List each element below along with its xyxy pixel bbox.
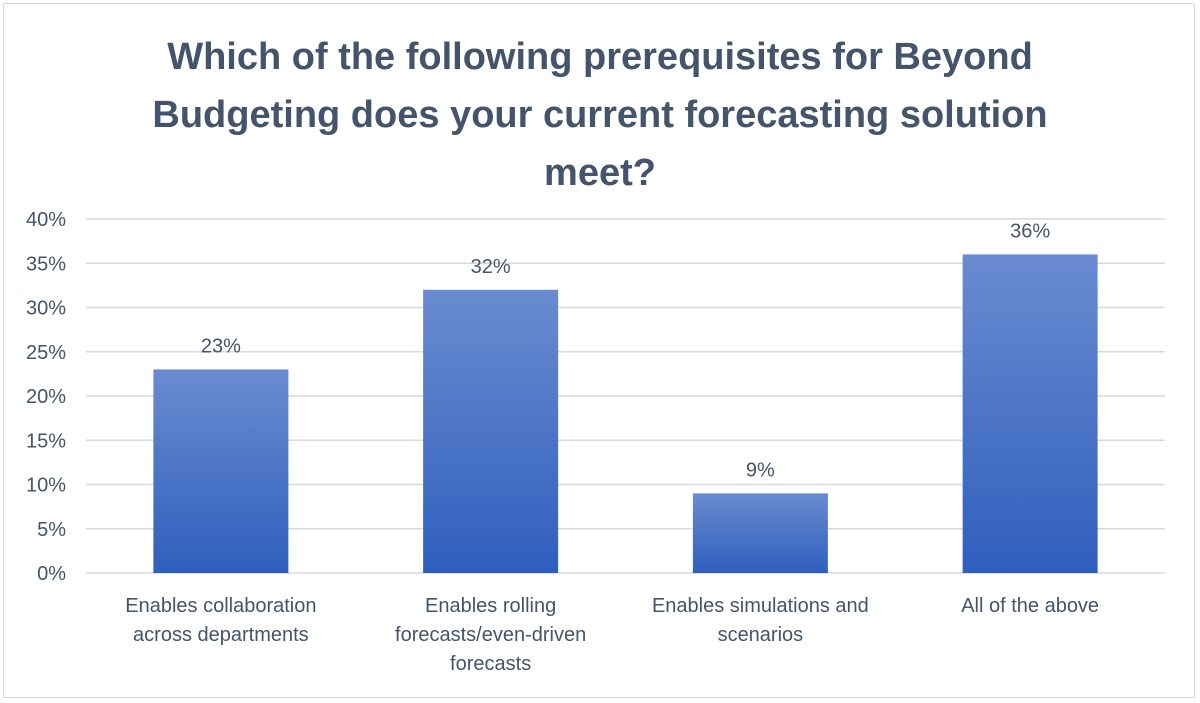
y-tick-label: 0% [37,563,66,585]
y-tick-label: 35% [26,253,66,275]
bar [962,254,1098,573]
y-axis-ticks: 0% 5% 10% 15% 20% 25% 30% 35% 40% [26,209,66,585]
data-labels: 23% 32% 9% 36% [201,220,1050,481]
bar [692,493,828,573]
x-axis-label: Enables collaboration across departments [125,595,316,646]
y-tick-label: 5% [37,519,66,541]
x-axis-label: Enables simulations and scenarios [652,595,869,646]
data-label: 32% [471,256,511,278]
data-label: 9% [746,459,775,481]
x-axis-labels: Enables collaboration across departments E… [125,595,1099,675]
bars [153,254,1098,573]
y-tick-label: 15% [26,430,66,452]
data-label: 23% [201,335,241,357]
y-tick-label: 40% [26,209,66,231]
y-tick-label: 10% [26,475,66,497]
x-axis-label: All of the above [961,595,1099,617]
y-tick-label: 25% [26,342,66,364]
data-label: 36% [1010,220,1050,242]
bar [423,289,559,573]
x-axis-label: Enables rolling forecasts/even-driven fore… [395,595,586,675]
y-tick-label: 30% [26,298,66,320]
chart-title: Which of the following prerequisites for… [152,36,1048,194]
y-tick-label: 20% [26,386,66,408]
bar [153,369,289,573]
